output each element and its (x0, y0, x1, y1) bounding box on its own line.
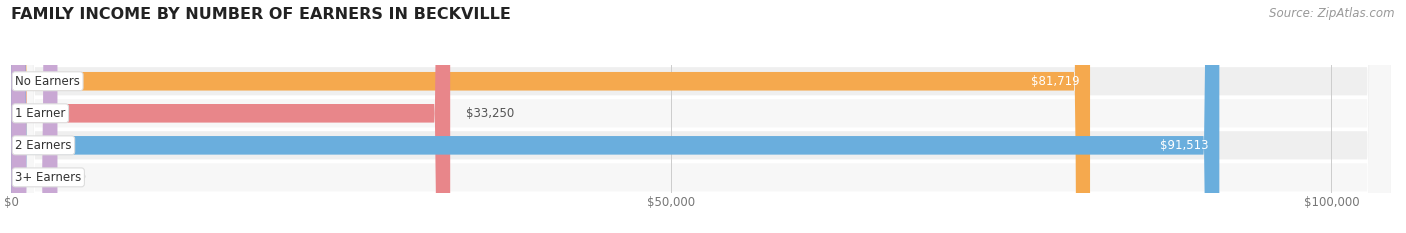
Text: FAMILY INCOME BY NUMBER OF EARNERS IN BECKVILLE: FAMILY INCOME BY NUMBER OF EARNERS IN BE… (11, 7, 512, 22)
Text: $0: $0 (70, 171, 86, 184)
FancyBboxPatch shape (11, 0, 1090, 233)
Text: 3+ Earners: 3+ Earners (15, 171, 82, 184)
Text: $81,719: $81,719 (1031, 75, 1080, 88)
Text: $91,513: $91,513 (1160, 139, 1209, 152)
FancyBboxPatch shape (11, 0, 450, 233)
FancyBboxPatch shape (11, 0, 58, 233)
FancyBboxPatch shape (11, 0, 1219, 233)
Text: $33,250: $33,250 (465, 107, 515, 120)
Text: No Earners: No Earners (15, 75, 80, 88)
Text: Source: ZipAtlas.com: Source: ZipAtlas.com (1270, 7, 1395, 20)
FancyBboxPatch shape (11, 0, 1391, 233)
FancyBboxPatch shape (11, 0, 1391, 233)
Text: 2 Earners: 2 Earners (15, 139, 72, 152)
FancyBboxPatch shape (11, 0, 1391, 233)
Text: 1 Earner: 1 Earner (15, 107, 66, 120)
FancyBboxPatch shape (11, 0, 1391, 233)
